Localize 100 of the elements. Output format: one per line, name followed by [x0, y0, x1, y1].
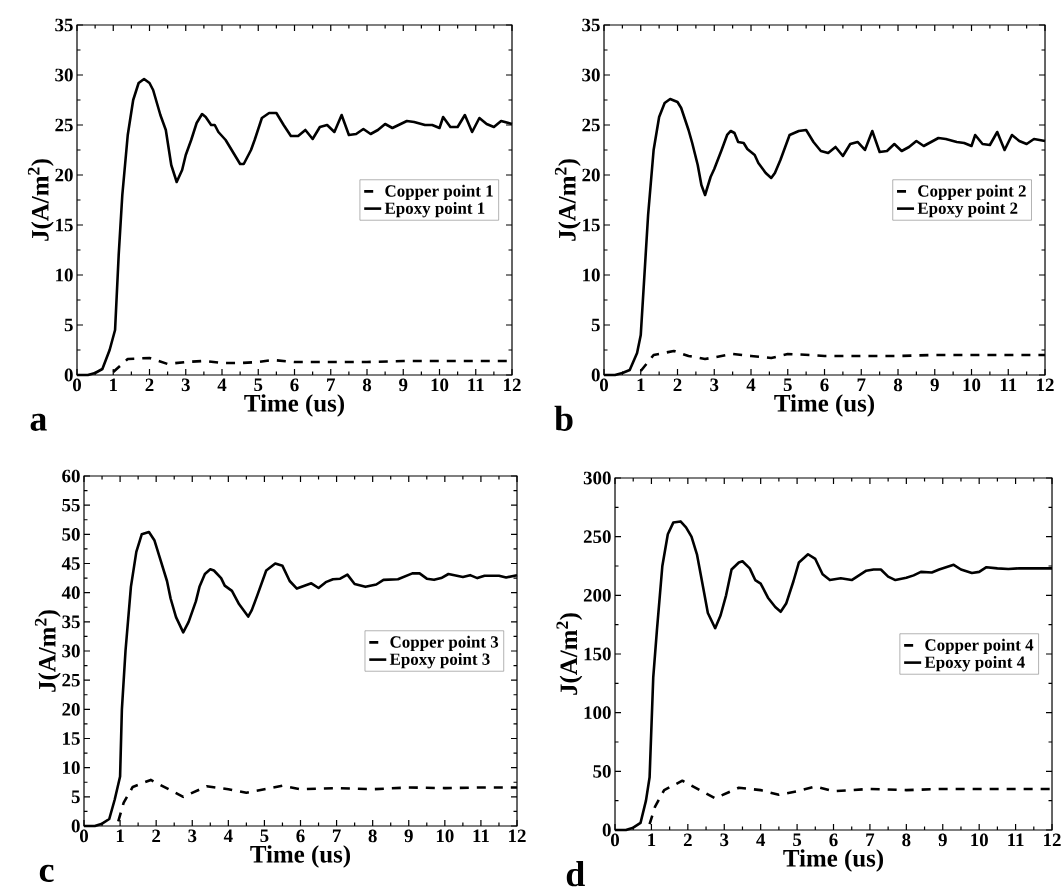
y-tick-label: 20	[55, 168, 73, 182]
x-tick-label: 2	[145, 378, 154, 392]
y-tick-label: 250	[583, 530, 611, 544]
x-tick-label: 8	[893, 378, 903, 392]
y-tick-label: 10	[583, 268, 600, 282]
x-tick-label: 12	[509, 829, 526, 843]
legend-label: Copper point 2	[918, 184, 1026, 201]
x-tick-label: 12	[1044, 833, 1061, 847]
y-tick-label: 30	[582, 68, 600, 82]
y-tick-label: 5	[64, 318, 73, 332]
x-tick-label: 3	[710, 378, 719, 392]
y-tick-label: 100	[584, 706, 611, 720]
x-axis-title: Time (us)	[774, 394, 875, 417]
x-tick-label: 1	[637, 378, 645, 392]
x-tick-label: 8	[902, 833, 911, 847]
y-axis-title: J(A/m$^{2}$)	[27, 159, 54, 241]
x-tick-label: 5	[783, 378, 792, 392]
x-tick-label: 4	[746, 378, 756, 391]
x-tick-label: 4	[217, 378, 227, 391]
text: b	[554, 405, 573, 431]
x-tick-label: 2	[673, 378, 682, 392]
legend-label: Epoxy point 3	[389, 652, 490, 669]
x-tick-label: 5	[260, 829, 269, 843]
y-tick-label: 20	[582, 168, 600, 182]
y-tick-label: 40	[61, 586, 80, 600]
legend-label: Copper point 1	[385, 184, 493, 201]
x-axis-title: Time (us)	[244, 394, 345, 417]
y-tick-label: 0	[591, 368, 600, 382]
x-axis-title: Time (us)	[250, 845, 351, 868]
y-tick-label: 35	[582, 18, 600, 32]
y-tick-label: 30	[55, 68, 73, 82]
y-tick-label: 300	[583, 471, 611, 485]
x-tick-label: 3	[181, 378, 190, 392]
x-tick-label: 1	[110, 378, 117, 392]
y-tick-label: 25	[582, 118, 600, 132]
x-tick-label: 10	[431, 378, 449, 392]
x-tick-label: 11	[473, 829, 489, 843]
x-tick-label: 9	[404, 829, 413, 843]
y-tick-label: 55	[62, 498, 80, 512]
x-tick-label: 11	[468, 378, 484, 392]
x-tick-label: 10	[971, 833, 988, 847]
x-tick-label: 11	[1000, 378, 1017, 392]
x-tick-label: 2	[152, 829, 161, 843]
y-axis-title: J(A/m$^{2}$)	[34, 610, 61, 692]
y-tick-label: 25	[55, 118, 73, 132]
x-tick-label: 4	[223, 829, 233, 842]
y-tick-label: 200	[583, 588, 611, 602]
x-tick-label: 6	[290, 378, 299, 392]
text: a	[30, 413, 47, 431]
y-tick-label: 5	[71, 790, 80, 804]
x-tick-label: 12	[1037, 378, 1054, 392]
y-tick-label: 15	[63, 732, 80, 745]
x-axis-title: Time (us)	[783, 849, 884, 872]
x-tick-label: 7	[327, 378, 336, 391]
legend-label: Epoxy point 4	[924, 655, 1025, 672]
x-tick-label: 12	[504, 378, 521, 392]
x-tick-label: 7	[857, 378, 866, 391]
x-tick-label: 9	[399, 378, 408, 392]
y-tick-label: 5	[591, 318, 600, 332]
y-tick-label: 0	[64, 368, 73, 382]
y-tick-label: 150	[584, 647, 611, 661]
text: d	[566, 861, 585, 887]
x-tick-label: 9	[930, 378, 939, 392]
x-tick-label: 2	[683, 833, 692, 847]
x-tick-label: 5	[254, 378, 263, 392]
x-tick-label: 8	[362, 378, 372, 392]
text: c	[39, 864, 54, 882]
y-axis-title: J(A/m$^{2}$)	[556, 613, 583, 695]
legend-label: Copper point 3	[390, 635, 499, 652]
y-tick-label: 20	[62, 702, 80, 716]
x-tick-label: 0	[610, 833, 620, 847]
y-tick-label: 50	[62, 527, 80, 541]
x-tick-label: 4	[756, 833, 766, 846]
y-tick-label: 45	[61, 557, 80, 570]
y-tick-label: 10	[63, 761, 80, 775]
y-tick-label: 0	[71, 819, 80, 833]
x-tick-label: 11	[1008, 833, 1024, 847]
x-tick-label: 10	[436, 829, 454, 843]
y-tick-label: 50	[593, 764, 611, 778]
x-tick-label: 10	[963, 378, 981, 392]
x-tick-label: 9	[938, 833, 947, 847]
y-tick-label: 15	[56, 218, 73, 232]
y-tick-label: 35	[62, 615, 80, 629]
legend-label: Epoxy point 1	[384, 201, 485, 218]
x-tick-label: 5	[793, 833, 802, 847]
x-tick-label: 1	[648, 833, 656, 847]
y-tick-label: 15	[583, 218, 600, 232]
x-tick-label: 6	[829, 833, 838, 847]
y-tick-label: 30	[62, 644, 80, 658]
y-tick-label: 10	[56, 268, 73, 282]
x-tick-label: 3	[188, 829, 197, 843]
y-axis-title: J(A/m$^{2}$)	[554, 159, 581, 241]
y-tick-label: 35	[55, 18, 73, 32]
x-tick-label: 7	[866, 833, 875, 846]
legend-label: Copper point 4	[925, 638, 1034, 655]
x-tick-label: 8	[368, 829, 377, 843]
x-tick-label: 6	[296, 829, 305, 843]
y-tick-label: 60	[62, 469, 80, 483]
x-tick-label: 1	[116, 829, 124, 843]
y-tick-label: 25	[62, 673, 80, 687]
